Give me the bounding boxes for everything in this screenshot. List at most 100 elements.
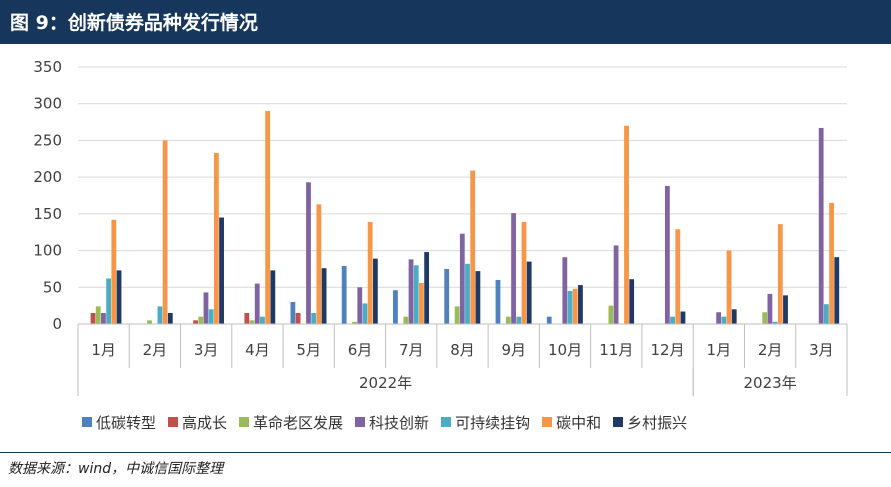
bar-3-1 bbox=[95, 306, 101, 324]
bar-6-6 bbox=[367, 221, 373, 324]
group-label: 2023年 bbox=[744, 374, 797, 392]
bar-7-13 bbox=[731, 309, 737, 324]
bar-7-8 bbox=[475, 271, 481, 324]
bar-2-1 bbox=[90, 312, 96, 324]
legend-item: 科技创新 bbox=[355, 412, 429, 433]
bar-6-4 bbox=[265, 111, 271, 324]
legend-swatch bbox=[355, 417, 366, 427]
x-tick-label: 12月 bbox=[651, 341, 685, 359]
bar-5-8 bbox=[465, 263, 470, 324]
chart-area: 0 50 100 150 200 250 300 350 1月 2月 3月 4月 5月 6月 7月 8月 9月 1… bbox=[0, 44, 891, 452]
legend-swatch bbox=[441, 417, 452, 427]
legend-swatch bbox=[168, 417, 179, 427]
bar-6-14 bbox=[777, 224, 783, 324]
x-tick-label: 1月 bbox=[707, 341, 732, 359]
y-tick-label: 300 bbox=[33, 95, 62, 113]
bar-4-9 bbox=[511, 213, 516, 324]
bar-6-12 bbox=[675, 229, 681, 324]
chart-title: 图 9：创新债券品种发行情况 bbox=[10, 12, 258, 34]
bar-5-12 bbox=[670, 316, 675, 324]
bar-7-9 bbox=[526, 261, 532, 324]
bar-chart: 0 50 100 150 200 250 300 350 1月 2月 3月 4月 5月 6月 7月 8月 9月 1… bbox=[33, 58, 848, 396]
bar-3-7 bbox=[403, 316, 409, 324]
bar-6-10 bbox=[572, 288, 578, 324]
bar-6-9 bbox=[521, 221, 527, 324]
bar-4-11 bbox=[613, 245, 619, 324]
bar-4-5 bbox=[306, 182, 311, 324]
x-tick-label: 9月 bbox=[501, 341, 526, 359]
footer-divider bbox=[0, 452, 891, 453]
bar-5-6 bbox=[362, 303, 368, 324]
legend-item: 可持续挂钩 bbox=[441, 412, 530, 433]
bar-5-10 bbox=[567, 290, 573, 324]
x-tick-label: 6月 bbox=[348, 341, 373, 359]
bar-3-6 bbox=[352, 321, 357, 324]
bar-5-4 bbox=[260, 316, 265, 324]
bar-7-3 bbox=[219, 217, 224, 324]
bar-5-15 bbox=[823, 304, 829, 324]
legend-item: 碳中和 bbox=[542, 412, 601, 433]
bar-4-8 bbox=[459, 233, 465, 324]
bar-7-7 bbox=[424, 252, 430, 324]
bar-1-5 bbox=[290, 301, 296, 324]
bar-3-2 bbox=[147, 320, 152, 324]
x-tick-label: 4月 bbox=[245, 341, 270, 359]
x-tick-label: 7月 bbox=[399, 341, 424, 359]
bar-4-6 bbox=[357, 287, 363, 324]
bar-7-15 bbox=[834, 257, 840, 324]
legend-swatch bbox=[542, 417, 553, 427]
x-tick-label: 8月 bbox=[450, 341, 475, 359]
legend-label: 乡村振兴 bbox=[627, 413, 688, 432]
bar-5-14 bbox=[772, 321, 778, 324]
bar-4-7 bbox=[408, 259, 414, 324]
bar-5-1 bbox=[106, 278, 112, 324]
bar-6-3 bbox=[213, 152, 219, 324]
bar-3-4 bbox=[249, 320, 255, 324]
legend-label: 可持续挂钩 bbox=[455, 413, 531, 432]
legend-label: 科技创新 bbox=[369, 413, 430, 432]
bar-6-11 bbox=[624, 125, 629, 325]
bar-1-8 bbox=[444, 268, 450, 324]
y-tick-label: 50 bbox=[43, 278, 62, 296]
bar-1-7 bbox=[393, 290, 398, 324]
bar-5-2 bbox=[157, 306, 163, 324]
bar-4-10 bbox=[562, 257, 568, 324]
legend-swatch bbox=[82, 417, 92, 427]
bar-7-1 bbox=[116, 270, 122, 324]
x-tick-label: 2月 bbox=[143, 341, 168, 359]
bar-2-3 bbox=[193, 320, 198, 324]
legend-item: 低碳转型 bbox=[82, 412, 156, 433]
y-tick-label: 100 bbox=[33, 242, 62, 260]
bar-1-10 bbox=[546, 316, 552, 324]
bar-7-12 bbox=[680, 311, 686, 324]
y-tick-label: 150 bbox=[33, 205, 62, 223]
legend-item: 革命老区发展 bbox=[239, 412, 343, 433]
group-label: 2022年 bbox=[359, 374, 412, 392]
legend-label: 高成长 bbox=[182, 413, 228, 432]
bar-3-8 bbox=[454, 306, 460, 324]
legend-item: 高成长 bbox=[168, 412, 227, 433]
bar-6-8 bbox=[470, 170, 476, 324]
x-tick-label: 3月 bbox=[809, 341, 834, 359]
bar-4-4 bbox=[254, 283, 260, 324]
bar-7-10 bbox=[578, 285, 583, 324]
bar-4-15 bbox=[818, 127, 824, 324]
bar-5-5 bbox=[311, 312, 317, 324]
y-tick-label: 200 bbox=[33, 168, 62, 186]
bar-7-14 bbox=[783, 295, 788, 324]
bar-5-7 bbox=[413, 265, 419, 324]
legend-label: 碳中和 bbox=[556, 413, 602, 432]
legend-swatch bbox=[239, 417, 250, 427]
bar-2-4 bbox=[244, 312, 250, 324]
bar-6-15 bbox=[829, 202, 834, 324]
bar-3-11 bbox=[608, 305, 614, 324]
x-tick-label: 1月 bbox=[91, 341, 116, 359]
bar-1-6 bbox=[341, 265, 347, 324]
bar-6-13 bbox=[726, 250, 732, 324]
x-tick-label: 2月 bbox=[758, 341, 783, 359]
bar-3-9 bbox=[505, 316, 511, 324]
x-tick-label: 11月 bbox=[599, 341, 633, 359]
title-bar: 图 9：创新债券品种发行情况 bbox=[0, 0, 891, 44]
bar-4-12 bbox=[664, 185, 670, 324]
y-tick-label: 250 bbox=[33, 131, 62, 149]
